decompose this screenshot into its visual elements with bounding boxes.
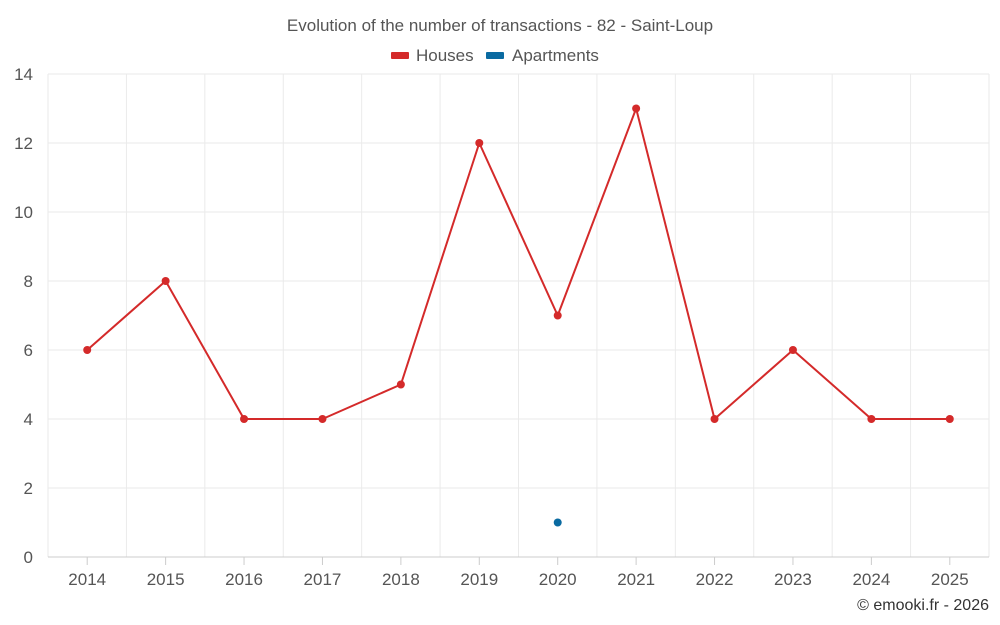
legend-swatch-houses[interactable] [391,52,409,59]
data-point-houses[interactable] [788,346,797,354]
x-tick-label: 2017 [304,570,342,589]
data-point-houses[interactable] [945,415,954,423]
data-point-houses[interactable] [396,380,405,389]
y-tick-label: 0 [24,548,33,567]
data-point-houses[interactable] [475,139,484,147]
data-point-houses[interactable] [553,311,562,320]
y-tick-label: 10 [14,203,33,222]
y-tick-label: 8 [24,272,33,291]
y-axis-ticks: 0 2 4 6 8 10 12 14 [14,65,33,567]
x-tick-label: 2016 [225,570,263,589]
legend-label-apartments[interactable]: Apartments [512,46,599,65]
data-point-houses[interactable] [632,104,641,113]
legend: Houses Apartments [391,46,599,65]
series-layer [83,104,954,527]
y-tick-label: 14 [14,65,33,84]
legend-swatch-apartments[interactable] [486,52,504,59]
data-point-apartments[interactable] [553,518,562,527]
x-tick-label: 2025 [931,570,969,589]
y-tick-label: 12 [14,134,33,153]
x-tick-label: 2021 [617,570,655,589]
gridlines [47,73,990,558]
x-axis-ticks: 2014 2015 2016 2017 2018 2019 2020 2021 2022 2023… [68,557,969,589]
x-tick-label: 2015 [147,570,185,589]
y-tick-label: 6 [24,341,33,360]
x-tick-label: 2014 [68,570,106,589]
chart-title: Evolution of the number of transactions … [287,16,713,35]
x-tick-label: 2018 [382,570,420,589]
credit-text: © emooki.fr - 2026 [857,597,989,614]
data-point-houses[interactable] [240,415,249,423]
data-point-houses[interactable] [867,415,876,423]
data-point-houses[interactable] [161,277,170,285]
x-tick-label: 2020 [539,570,577,589]
data-point-houses[interactable] [710,415,719,423]
data-point-houses[interactable] [83,346,92,354]
data-point-houses[interactable] [318,415,327,423]
legend-label-houses[interactable]: Houses [416,46,474,65]
y-tick-label: 4 [24,410,33,429]
y-tick-label: 2 [24,479,33,498]
x-tick-label: 2022 [696,570,734,589]
series-line-houses [86,107,950,420]
x-tick-label: 2019 [460,570,498,589]
x-tick-label: 2023 [774,570,812,589]
x-tick-label: 2024 [852,570,890,589]
